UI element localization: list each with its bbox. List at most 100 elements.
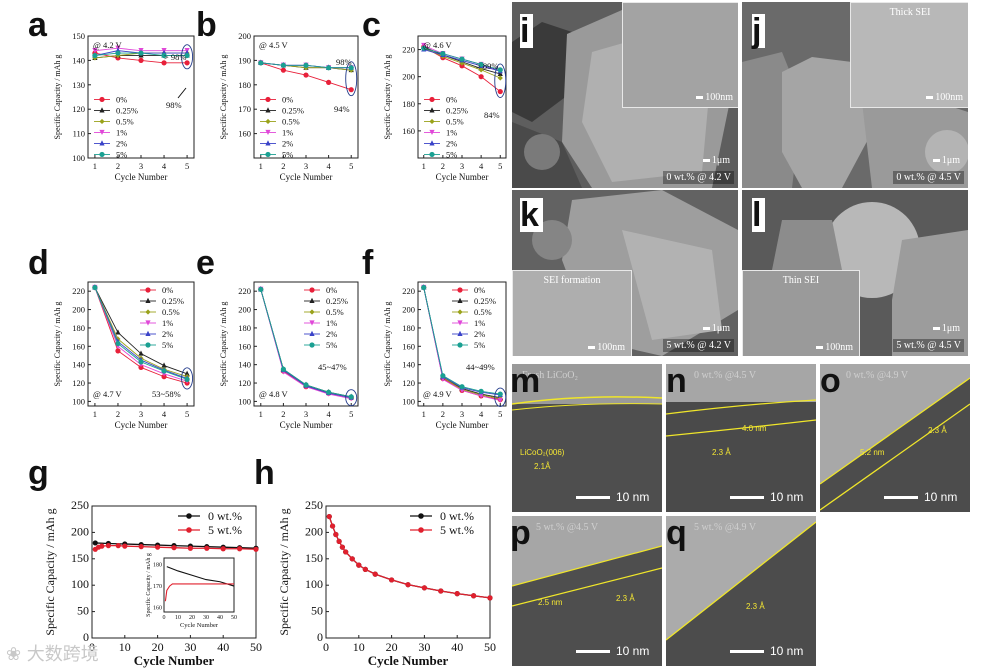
data-point-f <box>478 388 484 394</box>
inset-y-tick-label: 180 <box>153 562 162 568</box>
y-tick-label-c: 200 <box>402 72 415 82</box>
sem-caption-i: 0 wt.% @ 4.2 V <box>663 171 734 184</box>
tem-caption-p: 5 wt.% @4.5 V <box>536 522 599 533</box>
data-point-h <box>339 544 345 550</box>
data-point-h <box>372 571 378 577</box>
tem-texture-p <box>512 516 662 666</box>
legend-marker-b <box>265 140 271 146</box>
data-point-g <box>138 544 144 550</box>
tem-label-p-1: 2.5 nm <box>538 598 563 607</box>
data-point-c <box>459 63 465 69</box>
sem-inset-j: Thick SEI 100nm <box>850 2 968 108</box>
y-tick-label-f: 120 <box>402 378 415 388</box>
legend-marker-d <box>145 342 151 348</box>
x-tick-label-g: 20 <box>152 640 164 654</box>
tem-caption-n: 0 wt.% @4.5 V <box>694 370 757 381</box>
data-point-h <box>343 549 349 555</box>
data-point-h <box>329 523 336 529</box>
panel-label-p: p <box>510 514 531 552</box>
data-point-d <box>138 364 144 371</box>
legend-marker-h <box>418 527 424 533</box>
panel-label-o: o <box>820 362 841 400</box>
y-tick-label-e: 160 <box>238 341 251 351</box>
y-tick-label-h: 150 <box>305 551 323 565</box>
data-point-b <box>303 72 309 78</box>
inset-x-tick-label: 10 <box>175 615 181 621</box>
data-point-g <box>115 543 121 549</box>
data-point-d <box>184 376 190 382</box>
sem-scale-i: 1μm <box>702 155 730 166</box>
annotation-a: > 98% <box>164 52 187 62</box>
data-point-g <box>204 545 210 551</box>
y-tick-label-g: 250 <box>71 498 89 512</box>
sem-inset-i: 100nm <box>622 2 738 108</box>
panel-label-c: c <box>362 6 381 44</box>
y-tick-label-d: 220 <box>72 286 85 296</box>
sem-image-k: SEI formation 100nm 1μm 5 wt.% @ 4.2 V <box>512 190 738 356</box>
y-tick-label-h: 250 <box>305 498 323 512</box>
y-tick-label-f: 200 <box>402 305 415 315</box>
y-tick-label-d: 140 <box>72 360 85 370</box>
x-tick-label-a: 2 <box>116 161 120 171</box>
legend-label-c: 5% <box>446 149 457 159</box>
sem-image-j: Thick SEI 100nm 1μm 0 wt.% @ 4.5 V <box>742 2 968 188</box>
data-point-c <box>478 74 484 80</box>
y-tick-label-d: 160 <box>72 341 85 351</box>
annotation-c: 84% <box>484 110 500 120</box>
inset-x-tick-label: 0 <box>163 615 166 621</box>
condition-label-f: @ 4.9 V <box>423 389 453 399</box>
tem-label-q-1: 2.3 Å <box>746 602 765 611</box>
data-point-a <box>184 60 190 66</box>
tem-image-q: 5 wt.% @4.9 V 2.3 Å 10 nm <box>666 516 816 666</box>
x-tick-label-h: 0 <box>323 640 329 654</box>
data-point-a <box>184 52 190 59</box>
inset-frame-g <box>163 557 235 613</box>
legend-label-f: 5% <box>474 340 485 350</box>
legend-marker-d <box>145 330 151 336</box>
data-point-f <box>421 284 427 291</box>
x-axis-label-d: Cycle Number <box>115 420 168 430</box>
highlight-ellipse-e <box>345 389 358 407</box>
data-point-b <box>258 60 264 66</box>
x-tick-label-b: 5 <box>349 161 353 171</box>
y-axis-label-h: Specific Capacity / mAh g <box>277 508 291 635</box>
y-tick-label-a: 140 <box>72 55 85 65</box>
legend-marker-f <box>457 309 463 315</box>
legend-marker-c <box>429 96 435 103</box>
y-tick-label-a: 100 <box>72 153 85 163</box>
data-point-f <box>478 393 484 399</box>
x-tick-label-g: 10 <box>119 640 131 654</box>
x-axis-label-a: Cycle Number <box>115 172 168 182</box>
legend-label-d: 0.25% <box>162 296 184 306</box>
data-point-e <box>303 382 309 388</box>
y-tick-label-c: 180 <box>402 99 415 109</box>
y-tick-label-d: 200 <box>72 305 85 315</box>
x-tick-label-h: 30 <box>418 640 430 654</box>
annotation-arrow-a <box>177 87 187 99</box>
y-tick-label-d: 100 <box>72 396 85 406</box>
tem-caption-q: 5 wt.% @4.9 V <box>694 522 757 533</box>
chart-frame-g <box>91 505 257 639</box>
data-point-a <box>138 50 144 56</box>
data-point-b <box>280 62 286 68</box>
tem-texture-o <box>820 364 970 512</box>
data-point-c <box>497 75 503 81</box>
legend-marker-a <box>99 118 105 125</box>
data-point-h <box>487 595 493 601</box>
tem-label-p-2: 2.3 Å <box>616 594 635 603</box>
legend-marker-c <box>429 151 435 158</box>
y-tick-label-f: 220 <box>402 286 415 296</box>
tem-scale-o: 10 nm <box>884 490 957 504</box>
condition-label-a: @ 4.2 V <box>93 40 123 50</box>
data-point-h <box>333 531 339 538</box>
sem-scale-l: 1μm <box>932 323 960 334</box>
watermark: ❀ 大数跨境 <box>6 644 99 665</box>
panel-label-b: b <box>196 6 217 44</box>
x-tick-label-f: 1 <box>422 409 426 419</box>
annotation-a: 98% <box>166 100 182 110</box>
y-tick-label-f: 160 <box>402 341 415 351</box>
data-point-d <box>115 348 121 354</box>
highlight-ellipse-b <box>345 61 358 97</box>
sem-inset-k: SEI formation 100nm <box>512 270 632 356</box>
sem-image-i: 100nm 1μm 0 wt.% @ 4.2 V <box>512 2 738 188</box>
